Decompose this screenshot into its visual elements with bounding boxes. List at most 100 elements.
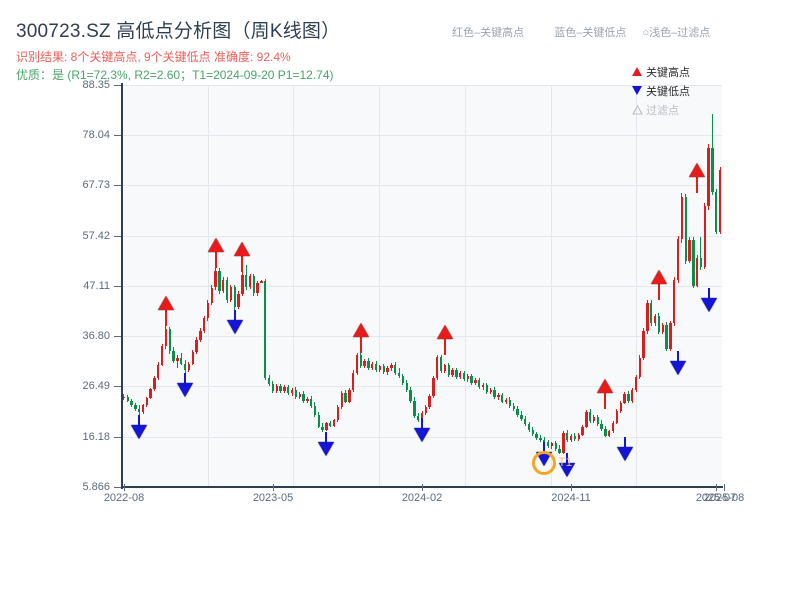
key-high-stem <box>443 338 446 355</box>
key-high-marker[interactable] <box>157 296 174 310</box>
candle-body <box>290 389 294 394</box>
candle-body <box>715 191 718 232</box>
candle-body <box>302 393 305 402</box>
top-legend-low-label: 蓝色–关键低点 <box>554 27 627 39</box>
candle-body <box>313 405 317 416</box>
key-low-marker[interactable] <box>131 424 148 439</box>
candle-body <box>481 384 485 388</box>
candle-body <box>470 376 473 383</box>
candle-body <box>394 364 397 373</box>
y-axis-label: 67.73 <box>82 179 110 192</box>
chart-plot-area: T1 <box>122 85 722 487</box>
candle-body <box>673 279 676 324</box>
candle-body <box>424 407 427 414</box>
legend-label-key-high: 关键高点 <box>646 66 690 79</box>
candle-body <box>474 380 477 384</box>
key-low-stem <box>707 288 710 299</box>
key-high-marker[interactable] <box>597 379 614 394</box>
candle-body <box>531 429 534 435</box>
key-high-marker[interactable] <box>352 322 369 337</box>
key-high-marker[interactable] <box>689 162 706 177</box>
candle-body <box>692 239 695 286</box>
candle-body <box>619 402 622 412</box>
triangle-down-icon <box>628 86 646 95</box>
candle-body <box>329 423 332 426</box>
candle-body <box>455 370 458 378</box>
candle-body <box>581 426 584 435</box>
key-high-marker[interactable] <box>650 270 667 285</box>
key-high-marker[interactable] <box>234 242 251 257</box>
key-high-stem <box>164 310 167 326</box>
candle-body <box>122 396 126 398</box>
candle-body <box>176 357 179 361</box>
candle-body <box>684 196 687 262</box>
candle-body <box>688 239 691 262</box>
candle-body <box>711 148 714 192</box>
legend-item-filtered: 过滤点 <box>628 100 722 119</box>
key-low-marker[interactable] <box>700 298 717 313</box>
candle-body <box>141 405 145 413</box>
candle-body <box>126 396 129 401</box>
key-low-marker[interactable] <box>559 463 576 478</box>
candle-body <box>497 395 500 398</box>
candle-body <box>592 417 596 422</box>
candle-body <box>248 276 252 287</box>
candle-body <box>539 437 542 441</box>
candle-body <box>382 366 385 373</box>
candle-body <box>229 287 233 301</box>
candle-body <box>554 443 557 450</box>
gridline-vertical <box>465 85 466 487</box>
triangle-up-icon <box>628 67 646 76</box>
key-high-marker[interactable] <box>207 238 224 252</box>
candle-body <box>214 270 217 288</box>
key-high-stem <box>696 176 699 193</box>
key-low-marker[interactable] <box>226 320 243 335</box>
key-low-stem <box>421 417 423 428</box>
candle-body <box>149 389 152 399</box>
candle-body <box>631 389 634 402</box>
candle-body <box>520 414 523 420</box>
key-high-marker[interactable] <box>436 324 453 339</box>
x-axis-label: 2025-08 <box>703 492 745 504</box>
gridline-horizontal <box>122 185 722 187</box>
candle-body <box>294 389 298 397</box>
candle-body <box>344 393 347 402</box>
y-axis-tick <box>114 185 121 187</box>
candle-body <box>401 376 405 383</box>
candle-body <box>183 363 187 371</box>
candle-body <box>283 387 286 392</box>
key-low-marker[interactable] <box>670 360 687 375</box>
candle-body <box>695 258 699 286</box>
candle-body <box>256 283 259 294</box>
key-low-marker[interactable] <box>177 382 194 397</box>
candle-body <box>501 395 504 402</box>
key-low-marker[interactable] <box>318 441 335 456</box>
gridline-vertical <box>208 85 209 487</box>
candle-body <box>611 422 615 432</box>
candle-body <box>512 405 515 410</box>
key-low-marker[interactable] <box>414 427 430 442</box>
candle-body <box>413 400 416 416</box>
candle-body <box>340 393 343 408</box>
key-low-stem <box>677 350 680 361</box>
key-low-stem <box>543 441 546 452</box>
candle-body <box>638 357 641 378</box>
candle-body <box>585 412 588 427</box>
candle-body <box>138 409 141 413</box>
candle-body <box>703 205 706 268</box>
chart-legend: 关键高点 关键低点 过滤点 <box>628 62 722 119</box>
key-low-stem <box>233 310 236 321</box>
candle-body <box>202 318 206 331</box>
candle-body <box>160 345 164 365</box>
candle-body <box>432 378 435 397</box>
gridline-horizontal <box>122 336 722 338</box>
candle-body <box>416 415 420 421</box>
x-axis-tick <box>124 484 125 491</box>
candle-body <box>405 383 408 390</box>
key-low-marker[interactable] <box>616 447 633 462</box>
candle-body <box>665 324 668 349</box>
gridline-vertical <box>379 85 380 487</box>
candle-body <box>447 365 450 375</box>
y-axis-tick <box>114 85 121 86</box>
t1-highlight-ring[interactable] <box>532 451 557 476</box>
